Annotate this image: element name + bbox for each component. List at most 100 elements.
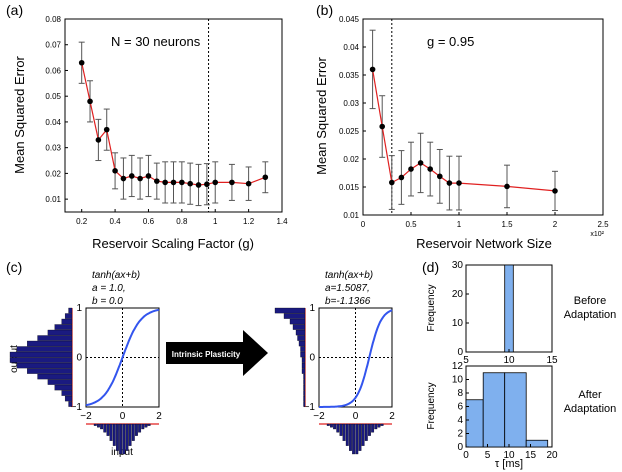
histogram-bar [504,264,514,353]
data-point [103,126,110,133]
output-hist-bar [9,351,73,358]
y-tick-label: 12 [452,361,464,372]
data-point [212,179,219,186]
output-hist-bar [303,390,306,396]
input-hist-bar [380,423,384,426]
output-hist-bar [37,373,73,380]
panel-c-a-after: a=1.5087, [325,283,370,294]
data-point [204,181,210,188]
input-hist-bar [330,423,333,428]
x-tick-label: 1.2 [243,217,255,226]
data-point [369,66,376,73]
panel-c-b-before: b = 0.0 [92,296,123,307]
output-hist-bar [303,401,306,407]
y-tick-label: 1 [309,303,315,314]
x-tick-label: −2 [80,411,92,422]
y-tick-label: 30 [452,260,464,271]
input-hist-bar [355,423,359,455]
output-hist-bar [300,351,306,358]
output-hist-bar [64,313,73,319]
y-tick-label: 0.015 [339,183,360,192]
panel-c-b-after: b=-1.1366 [325,296,371,307]
output-hist-bar [297,335,306,341]
y-tick-label: 0.02 [45,169,61,178]
data-point [170,179,177,186]
y-tick-label: 0.06 [45,66,61,75]
output-hist-bar [301,368,306,374]
panel-b-xlabel: Reservoir Network Size [416,236,552,251]
panel-d-ylabel-before: Frequency [426,284,437,331]
output-hist-bar [54,324,73,330]
panel-b: (b) g = 0.95 Reservoir Network Size x10²… [314,2,609,251]
x-tick-label: 0.4 [110,217,122,226]
panel-a-axes [64,18,283,213]
input-hist-bar [147,423,151,426]
y-tick-label: 0.035 [339,71,360,80]
panel-c-label: (c) [6,259,22,275]
input-hist-bar [377,423,381,428]
input-hist-bar [141,423,145,430]
y-tick-label: 6 [457,402,463,413]
panel-a-label: (a) [6,2,23,18]
x-tick-label: 0.6 [143,217,155,226]
input-hist-bar [339,423,343,436]
input-hist-bar [342,423,346,441]
x-tick-label: 10 [503,450,515,461]
data-point [162,179,168,186]
panel-d-title-before-1: Before [574,295,606,307]
panel-c-arrow-label: Intrinsic Plasticity [172,350,241,359]
data-point [552,188,558,194]
output-hist-bar [47,329,73,336]
input-hist-bar [361,423,365,446]
data-point [389,179,395,186]
panel-b-annotation: g = 0.95 [427,34,474,49]
input-hist-bar [106,423,110,436]
panel-a: (a) N = 30 neurons Reservoir Scaling Fac… [6,2,288,251]
input-hist-bar [371,423,375,433]
output-hist-bar [27,368,73,374]
y-tick-label: 0.025 [339,127,360,136]
input-hist-bar [93,423,97,426]
y-tick-label: 0 [457,347,463,358]
x-tick-label: 5 [463,355,469,366]
output-hist-bar [68,307,73,314]
series-line [372,69,556,192]
input-hist-bar [109,423,113,441]
panel-b-exponent: x10² [590,231,604,238]
y-tick-label: 8 [457,388,463,399]
histogram-bar [482,372,506,448]
output-hist-bar [303,384,306,391]
data-point [446,180,453,186]
panel-c-arrow [166,330,268,376]
output-hist-bar [303,379,306,385]
input-hist-bar [103,423,107,433]
input-hist-bar [122,423,126,455]
input-hist-bar [119,423,123,455]
output-hist-bar [16,346,73,352]
input-hist-bar [100,423,104,430]
output-hist-bar [289,318,306,325]
y-tick-label: 0.04 [45,118,61,127]
input-hist-bar [352,423,356,455]
panel-b-axes [362,18,604,216]
panel-a-xlabel: Reservoir Scaling Factor (g) [92,236,254,251]
data-point [137,175,143,182]
histogram-bar [504,372,527,448]
y-tick-label: 0.045 [339,15,360,24]
panel-b-ylabel: Mean Squared Error [314,56,329,174]
histogram-bar [525,439,549,448]
data-point [112,168,118,174]
input-hist-bar [345,423,349,446]
panel-c-formula-before: tanh(ax+b) [92,270,140,281]
output-hist-bar [64,395,73,402]
output-hist-bar [274,307,306,314]
x-tick-label: 1 [213,217,218,226]
x-tick-label: 0 [120,411,126,422]
output-hist-bar [61,318,73,325]
panel-a-annotation: N = 30 neurons [111,34,201,49]
output-hist-bar [54,384,73,391]
data-point [456,180,462,186]
input-hist-bar [349,423,352,451]
input-hist-bar [336,423,340,433]
